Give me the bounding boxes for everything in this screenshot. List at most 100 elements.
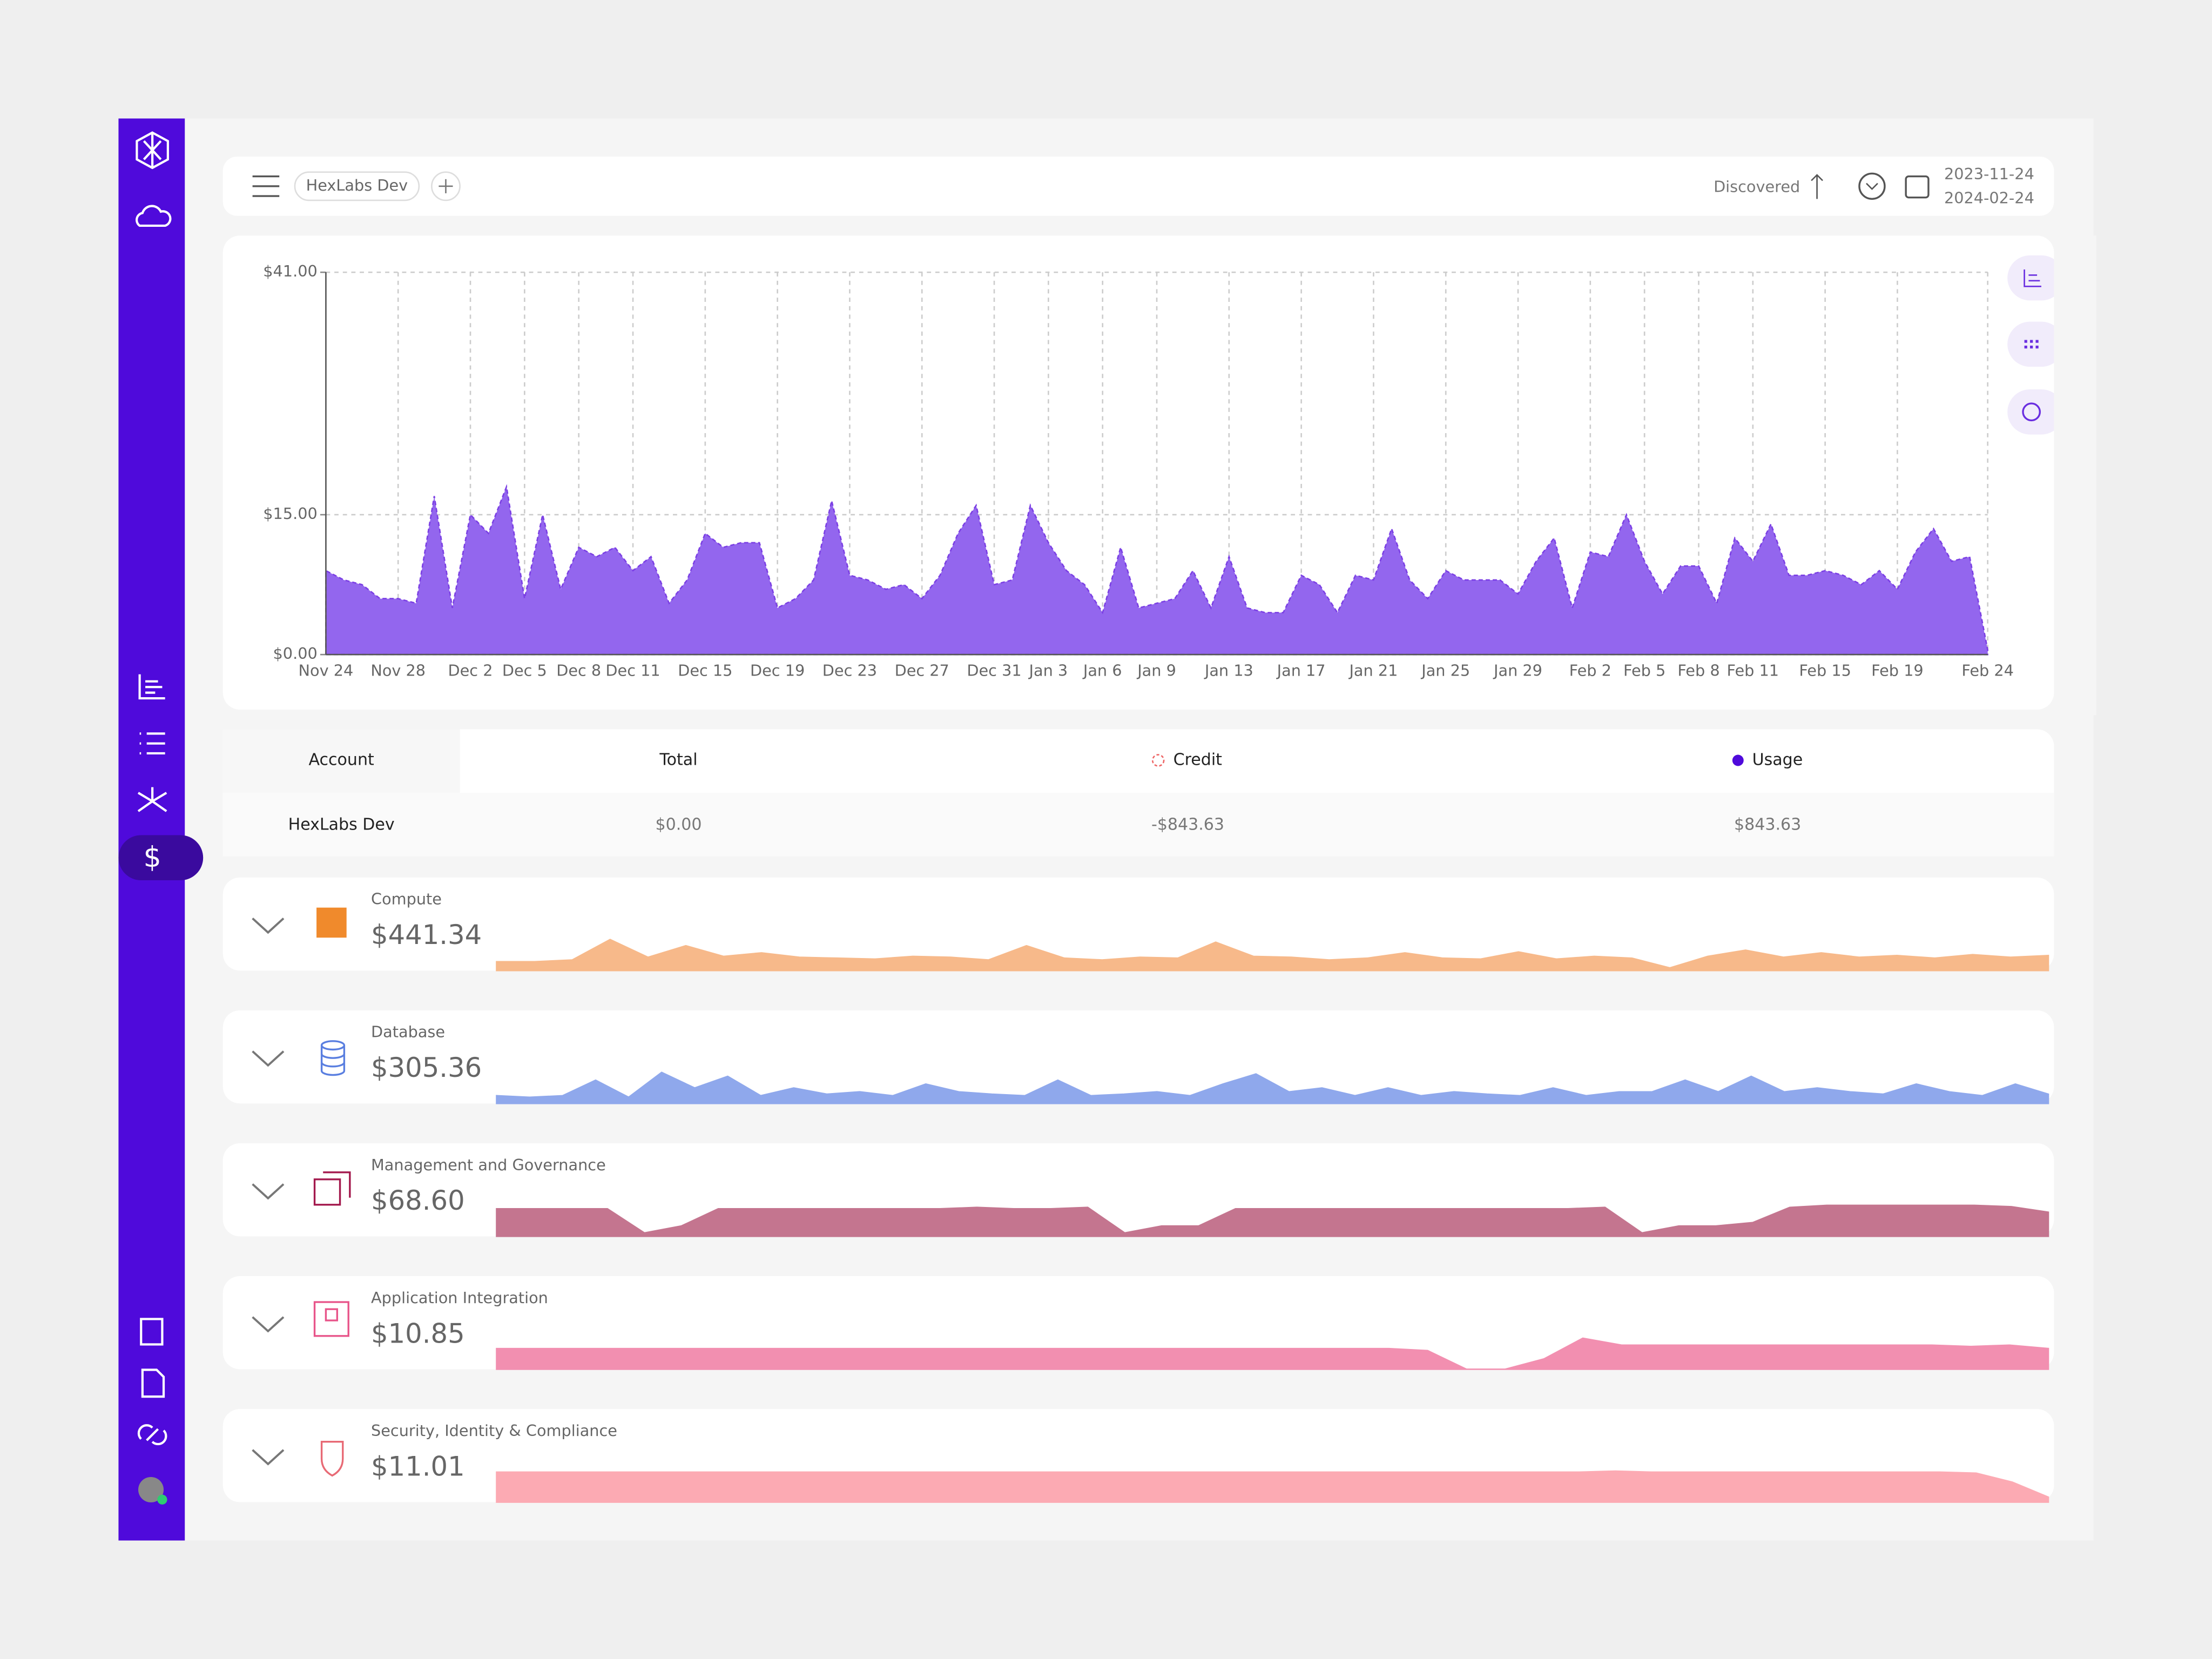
service-name: Security, Identity & Compliance bbox=[371, 1421, 617, 1440]
usage-area bbox=[325, 484, 1988, 656]
sparkline bbox=[496, 1204, 2049, 1237]
sidebar-icons bbox=[136, 131, 172, 1446]
x-tick-label: Jan 13 bbox=[1204, 661, 1253, 679]
x-tick-label: Dec 23 bbox=[822, 661, 877, 679]
y-tick-label: $15.00 bbox=[263, 504, 318, 523]
filter-icon[interactable] bbox=[252, 175, 280, 197]
x-tick-label: Jan 25 bbox=[1420, 661, 1470, 679]
x-tick-label: Feb 2 bbox=[1569, 661, 1611, 679]
service-total: $305.36 bbox=[371, 1052, 482, 1083]
cloud-icon[interactable] bbox=[136, 205, 172, 227]
x-tick-label: Feb 24 bbox=[1961, 661, 2014, 679]
view-bar[interactable] bbox=[2007, 255, 2064, 301]
network-icon[interactable] bbox=[137, 787, 167, 812]
service-name: Management and Governance bbox=[371, 1156, 606, 1174]
table-cell: $843.63 bbox=[1734, 815, 1801, 834]
service-total: $11.01 bbox=[371, 1451, 465, 1482]
calendar-icon[interactable] bbox=[1905, 175, 1930, 199]
list-icon[interactable] bbox=[139, 732, 165, 755]
service-name: Compute bbox=[371, 890, 442, 908]
x-tick-label: Dec 8 bbox=[556, 661, 601, 679]
service-icon bbox=[313, 1171, 351, 1206]
toolbar bbox=[222, 156, 2054, 216]
sparkline bbox=[496, 1470, 2049, 1503]
building-icon[interactable] bbox=[140, 1318, 164, 1346]
card-edge bbox=[2054, 235, 2096, 716]
chart: $0.00 $15.00 $41.00 Nov 24 Nov 28 Dec 2 Dec 5 D… bbox=[263, 262, 2014, 679]
sidebar bbox=[118, 118, 185, 1541]
link-icon[interactable] bbox=[137, 1424, 167, 1446]
x-tick-label: Feb 5 bbox=[1623, 661, 1665, 679]
service-total: $10.85 bbox=[371, 1318, 465, 1349]
x-tick-label: Feb 11 bbox=[1727, 661, 1779, 679]
expand-chevron[interactable] bbox=[252, 1183, 285, 1200]
service-total: $68.60 bbox=[371, 1185, 465, 1216]
x-tick-label: Dec 19 bbox=[750, 661, 805, 679]
sparkline bbox=[496, 939, 2049, 972]
service-name: Database bbox=[371, 1023, 445, 1041]
view-pie[interactable] bbox=[2007, 389, 2064, 435]
x-tick-label: Jan 29 bbox=[1493, 661, 1542, 679]
avatar[interactable] bbox=[138, 1477, 164, 1503]
x-tick-label: Dec 27 bbox=[895, 661, 949, 679]
bar-icon bbox=[2024, 269, 2041, 287]
date-to: 2024-02-24 bbox=[1944, 188, 2034, 207]
x-tick-label: Dec 2 bbox=[448, 661, 493, 679]
grid-icon bbox=[2024, 340, 2039, 349]
chart-icon[interactable] bbox=[138, 674, 165, 700]
chevron bbox=[1866, 183, 1878, 190]
table-cell: $0.00 bbox=[655, 815, 702, 834]
table-text: Account Total Credit Usage HexLabs Dev $0.00 -… bbox=[288, 751, 1803, 834]
credit-dot bbox=[1151, 754, 1165, 767]
logo[interactable] bbox=[136, 131, 169, 170]
x-tick-label: Feb 8 bbox=[1677, 661, 1719, 679]
service-icon bbox=[313, 1301, 349, 1337]
x-tick-label: Feb 19 bbox=[1871, 661, 1924, 679]
plus bbox=[439, 179, 453, 193]
sort-label[interactable]: Discovered bbox=[1714, 177, 1800, 195]
column-header: Credit bbox=[1174, 751, 1223, 770]
column-header: Account bbox=[309, 751, 374, 770]
table-row bbox=[222, 793, 2054, 857]
x-tick-label: Dec 15 bbox=[678, 661, 732, 679]
filter-chip[interactable] bbox=[294, 171, 420, 201]
add-filter[interactable] bbox=[431, 171, 461, 201]
cost-icon[interactable]: $ bbox=[144, 841, 161, 874]
x-tick-label: Nov 28 bbox=[370, 661, 426, 679]
expand-chevron[interactable] bbox=[252, 1050, 285, 1067]
services: Compute $441.34 Database $305.36 Management … bbox=[222, 877, 2054, 1503]
pie-icon bbox=[2022, 402, 2041, 422]
usage-dot bbox=[1732, 754, 1744, 766]
sort-icon[interactable] bbox=[1811, 174, 1823, 199]
dropdown[interactable] bbox=[1858, 172, 1886, 200]
x-tick-label: Dec 5 bbox=[502, 661, 547, 679]
x-tick-label: Jan 21 bbox=[1348, 661, 1398, 679]
table-cell: -$843.63 bbox=[1151, 815, 1224, 834]
sparkline bbox=[496, 1071, 2049, 1104]
x-tick-label: Jan 6 bbox=[1082, 661, 1122, 679]
x-tick-label: Dec 11 bbox=[605, 661, 660, 679]
active-nav[interactable] bbox=[118, 835, 204, 881]
expand-chevron[interactable] bbox=[252, 1316, 285, 1333]
y-tick-label: $41.00 bbox=[263, 262, 318, 280]
service-icon bbox=[320, 1441, 344, 1477]
x-tick-label: Jan 9 bbox=[1136, 661, 1176, 679]
expand-chevron[interactable] bbox=[252, 1449, 285, 1466]
view-grid[interactable] bbox=[2007, 321, 2064, 367]
table-cell: HexLabs Dev bbox=[288, 815, 395, 834]
report-icon[interactable] bbox=[141, 1368, 165, 1398]
sparkline bbox=[496, 1337, 2049, 1370]
service-total: $441.34 bbox=[371, 919, 482, 950]
y-tick-label: $0.00 bbox=[273, 644, 318, 663]
x-tick-label: Jan 17 bbox=[1276, 661, 1326, 679]
expand-chevron[interactable] bbox=[252, 918, 285, 934]
x-tick-label: Feb 15 bbox=[1799, 661, 1851, 679]
x-tick-label: Jan 3 bbox=[1028, 661, 1068, 679]
date-from: 2023-11-24 bbox=[1944, 165, 2034, 183]
service-icon bbox=[320, 1040, 346, 1076]
service-name: Application Integration bbox=[371, 1289, 548, 1307]
x-tick-label: Nov 24 bbox=[299, 661, 354, 679]
filter-label: HexLabs Dev bbox=[306, 176, 408, 194]
column-header: Total bbox=[659, 751, 697, 770]
